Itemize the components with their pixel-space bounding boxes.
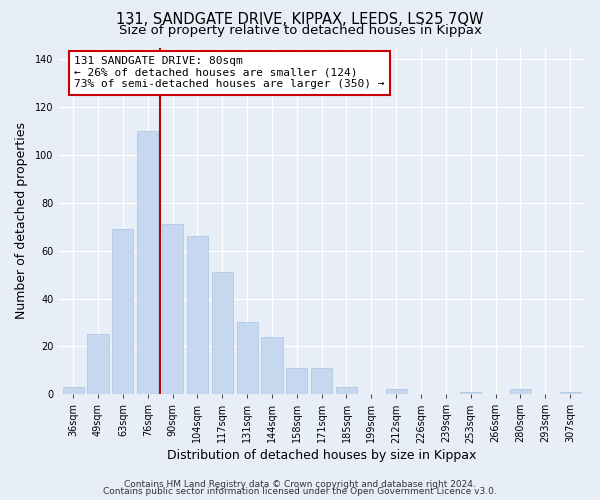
Bar <box>236 322 257 394</box>
Text: Contains public sector information licensed under the Open Government Licence v3: Contains public sector information licen… <box>103 488 497 496</box>
Bar <box>311 368 332 394</box>
Bar <box>262 337 283 394</box>
Bar <box>62 387 84 394</box>
Text: 131, SANDGATE DRIVE, KIPPAX, LEEDS, LS25 7QW: 131, SANDGATE DRIVE, KIPPAX, LEEDS, LS25… <box>116 12 484 28</box>
Bar <box>560 392 581 394</box>
Text: 131 SANDGATE DRIVE: 80sqm
← 26% of detached houses are smaller (124)
73% of semi: 131 SANDGATE DRIVE: 80sqm ← 26% of detac… <box>74 56 385 90</box>
Bar <box>162 224 183 394</box>
Bar <box>212 272 233 394</box>
Bar <box>336 387 357 394</box>
Text: Contains HM Land Registry data © Crown copyright and database right 2024.: Contains HM Land Registry data © Crown c… <box>124 480 476 489</box>
Bar <box>460 392 481 394</box>
Bar <box>386 390 407 394</box>
Bar <box>137 131 158 394</box>
Y-axis label: Number of detached properties: Number of detached properties <box>15 122 28 320</box>
X-axis label: Distribution of detached houses by size in Kippax: Distribution of detached houses by size … <box>167 450 476 462</box>
Bar <box>112 229 133 394</box>
Bar <box>88 334 109 394</box>
Bar <box>187 236 208 394</box>
Text: Size of property relative to detached houses in Kippax: Size of property relative to detached ho… <box>119 24 481 37</box>
Bar <box>286 368 307 394</box>
Bar <box>510 390 531 394</box>
